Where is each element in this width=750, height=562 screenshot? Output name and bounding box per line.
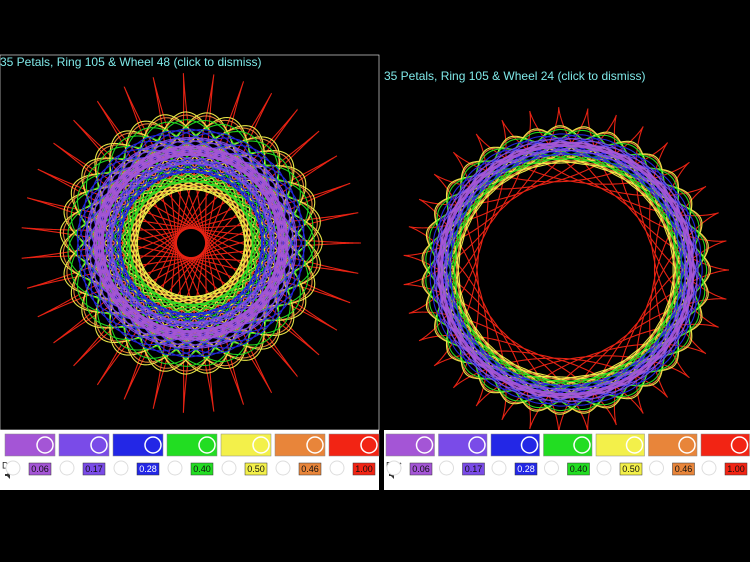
color-toggle[interactable]	[198, 436, 216, 454]
dist-value-bg	[190, 462, 214, 476]
color-swatch[interactable]	[4, 433, 56, 457]
dist-value-bg	[28, 462, 52, 476]
dist-value-bg	[462, 462, 485, 476]
dist-value: 0.28	[517, 464, 535, 474]
color-swatch[interactable]	[543, 433, 593, 457]
slider-knob[interactable]	[5, 460, 21, 476]
dist-value-bg	[352, 462, 376, 476]
dist-value: 0.46	[675, 464, 693, 474]
dist-value: 0.40	[193, 464, 211, 474]
dist-value: 0.50	[622, 464, 640, 474]
dist-value: 0.06	[31, 464, 49, 474]
color-toggle[interactable]	[90, 436, 108, 454]
spiro-curve	[85, 137, 298, 349]
spiro-curve	[403, 107, 729, 433]
dist-value-bg	[136, 462, 160, 476]
spiro-panel[interactable]: 35 Petals, Ring 105 & Wheel 48 (click to…	[0, 54, 380, 431]
spiro-curve	[67, 119, 315, 367]
dist-value: 1.00	[727, 464, 745, 474]
slider-knob[interactable]	[167, 460, 183, 476]
slider-knob[interactable]	[59, 460, 75, 476]
spiro-curve	[425, 128, 708, 412]
dist-value: 1.00	[355, 464, 373, 474]
slider-knob[interactable]	[113, 460, 129, 476]
dist-value: 0.50	[247, 464, 265, 474]
color-swatch[interactable]	[385, 433, 435, 457]
dist-value: 0.17	[85, 464, 103, 474]
dist-value-bg	[514, 462, 538, 476]
color-toggle[interactable]	[678, 436, 696, 454]
dist-value: 0.28	[139, 464, 157, 474]
color-toggle[interactable]	[306, 436, 324, 454]
slider-knob[interactable]	[701, 460, 717, 476]
dist-value-bg	[672, 462, 695, 476]
dist-value: 0.46	[301, 464, 319, 474]
color-toggle[interactable]	[415, 436, 434, 454]
color-swatch[interactable]	[220, 433, 272, 457]
slider-knob[interactable]	[596, 460, 612, 476]
slider-knob[interactable]	[439, 460, 454, 476]
panel-title[interactable]: 35 Petals, Ring 105 & Wheel 24 (click to…	[384, 69, 645, 83]
spiro-curve	[21, 73, 361, 413]
dist-value-bg	[619, 462, 643, 476]
color-swatch[interactable]	[166, 433, 218, 457]
color-swatch[interactable]	[112, 433, 164, 457]
color-toggle[interactable]	[252, 436, 270, 454]
color-swatch[interactable]	[490, 433, 540, 457]
color-toggle[interactable]	[468, 436, 486, 454]
dist-value-bg	[724, 462, 748, 476]
dist-value-bg	[244, 462, 268, 476]
dist-value-bg	[298, 462, 322, 476]
dist-value: 0.40	[570, 464, 588, 474]
color-swatch[interactable]	[595, 433, 645, 457]
spiro-panel[interactable]: 35 Petals, Ring 105 & Wheel 24 (click to…	[384, 55, 750, 433]
spiro-curve	[93, 145, 289, 341]
color-toggle[interactable]	[625, 436, 644, 454]
slider-knob[interactable]	[649, 460, 664, 476]
color-toggle[interactable]	[520, 436, 539, 454]
slider-knob[interactable]	[491, 460, 507, 476]
color-swatch[interactable]	[648, 433, 698, 457]
dist-value: 0.17	[465, 464, 483, 474]
slider-knob[interactable]	[275, 460, 291, 476]
color-toggle[interactable]	[730, 436, 749, 454]
spiro-curve	[433, 137, 699, 403]
slider-knob[interactable]	[221, 460, 237, 476]
dist-value: 0.06	[412, 464, 430, 474]
color-swatch[interactable]	[274, 433, 326, 457]
dist-value-bg	[82, 462, 106, 476]
color-toggle[interactable]	[573, 436, 591, 454]
color-swatch[interactable]	[438, 433, 488, 457]
color-toggle[interactable]	[360, 436, 378, 454]
color-swatch[interactable]	[58, 433, 110, 457]
dist-value-bg	[567, 462, 590, 476]
spiro-curve	[437, 141, 695, 399]
dist-value-bg	[409, 462, 433, 476]
slider-knob[interactable]	[544, 460, 559, 476]
slider-knob[interactable]	[329, 460, 345, 476]
color-toggle[interactable]	[144, 436, 162, 454]
color-toggle[interactable]	[36, 436, 54, 454]
spiro-curve	[429, 133, 703, 407]
color-swatch[interactable]	[328, 433, 380, 457]
slider-knob[interactable]	[386, 460, 402, 476]
panel-title[interactable]: 35 Petals, Ring 105 & Wheel 48 (click to…	[0, 55, 261, 69]
